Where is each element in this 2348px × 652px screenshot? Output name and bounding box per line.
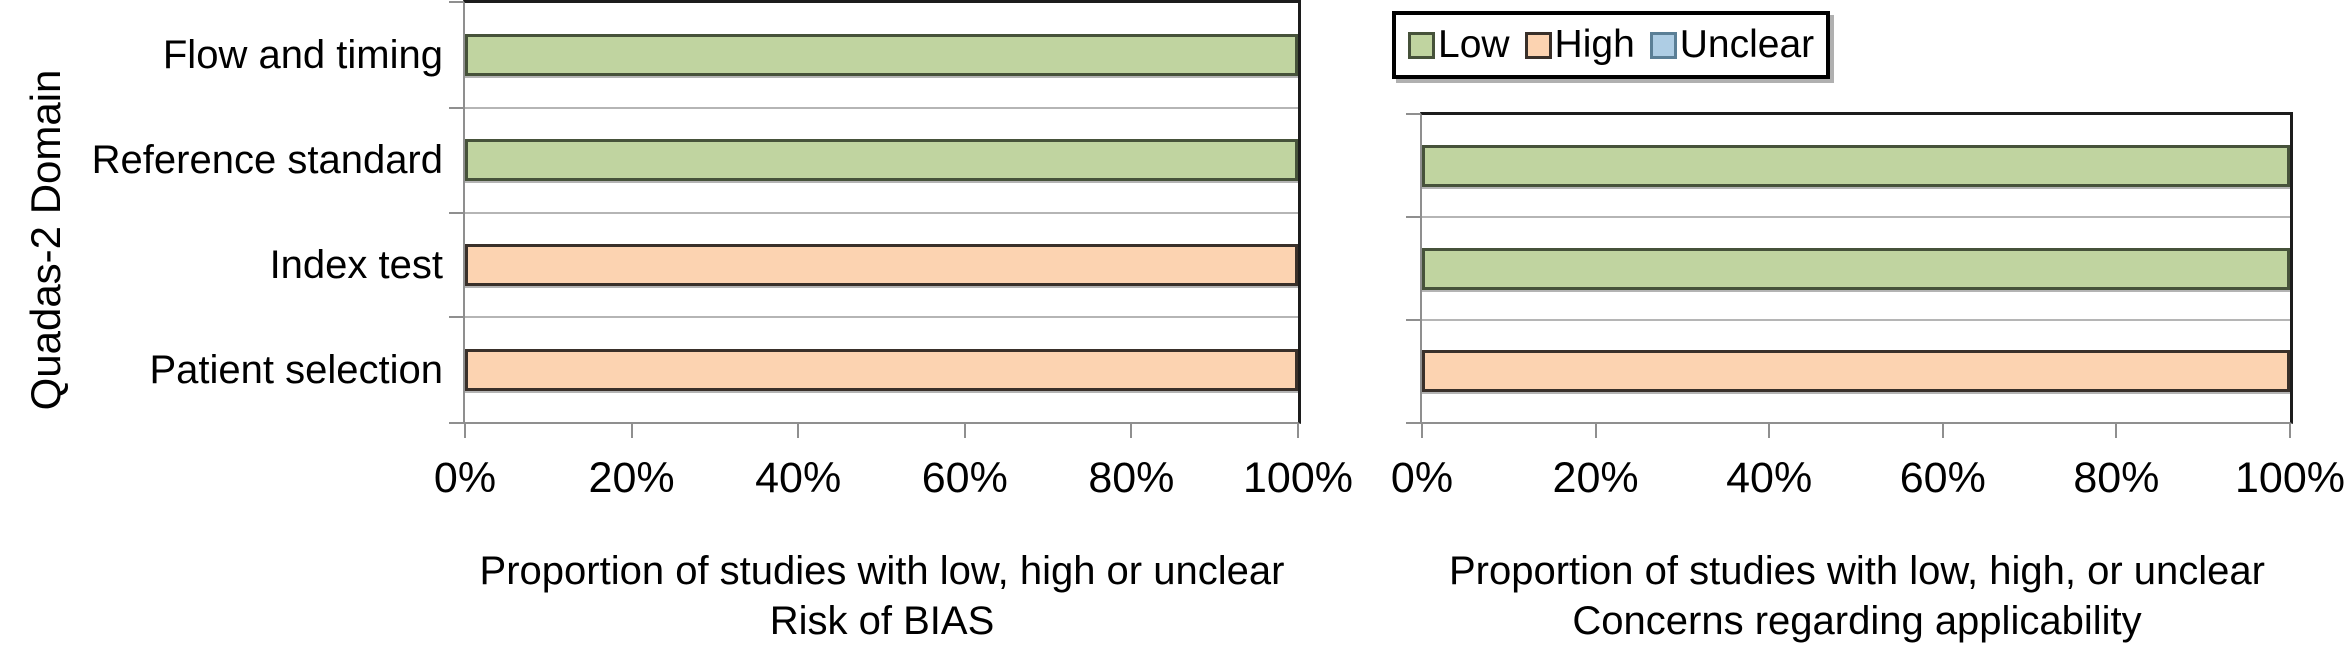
legend-swatch-low-icon [1408, 31, 1435, 59]
legend-label-low: Low [1438, 23, 1510, 66]
x-axis-tick [1768, 424, 1771, 438]
x-tick-label-20-: 20% [588, 454, 675, 502]
x-tick-label-0-: 0% [433, 454, 497, 502]
x-axis-tick [1941, 424, 1944, 438]
risk-of-bias-axis-caption: Proportion of studies with low, high or … [412, 546, 1352, 646]
y-axis-tick [449, 422, 463, 424]
x-axis-tick [2115, 424, 2118, 438]
x-tick-label-80-: 80% [1088, 454, 1175, 502]
x-tick-label-100-: 100% [1243, 454, 1353, 502]
risk-of-bias-plot [463, 0, 1301, 424]
y-axis-tick [449, 106, 463, 109]
bar-flow-and-timing-low [465, 34, 1298, 77]
bar-index-test-low [1422, 247, 2290, 290]
x-axis-tick [630, 424, 633, 438]
x-axis-tick [464, 424, 466, 438]
x-axis-tick [797, 424, 800, 438]
x-axis-tick [2289, 424, 2291, 438]
legend-item-unclear: Unclear [1649, 23, 1815, 66]
applicability-axis-caption: Proportion of studies with low, high, or… [1387, 546, 2327, 646]
x-axis-tick [1594, 424, 1597, 438]
category-label-flow-and-timing: Flow and timing [162, 33, 443, 78]
caption-line-1: Proportion of studies with low, high, or… [1449, 549, 2265, 593]
caption-line-2: Concerns regarding applicability [1572, 599, 2142, 643]
x-tick-label-0-: 0% [1390, 454, 1454, 502]
x-axis-tick [1297, 424, 1299, 438]
legend-label-unclear: Unclear [1679, 23, 1815, 66]
legend-item-high: High [1524, 23, 1635, 66]
category-boundary-gridline [1422, 318, 2290, 321]
legend-swatch-unclear-icon [1649, 31, 1677, 59]
category-boundary-gridline [465, 211, 1298, 214]
bar-reference-standard-low [1422, 145, 2290, 188]
x-tick-label-20-: 20% [1552, 454, 1639, 502]
y-axis-tick [1406, 422, 1420, 424]
y-axis-tick [449, 211, 463, 214]
y-axis-tick [1406, 113, 1420, 115]
category-boundary-gridline [465, 316, 1298, 319]
category-label-index-test: Index test [269, 242, 443, 287]
x-axis-tick [1421, 424, 1423, 438]
x-tick-label-100-: 100% [2235, 454, 2345, 502]
y-axis-tick [449, 1, 463, 3]
y-axis-tick [1406, 216, 1420, 219]
x-tick-label-80-: 80% [2073, 454, 2160, 502]
legend-item-low: Low [1408, 24, 1510, 66]
bar-patient-selection-high [465, 348, 1298, 391]
category-boundary-gridline [1422, 216, 2290, 219]
x-axis-tick [1130, 424, 1133, 438]
legend: Low High Unclear [1392, 11, 1831, 79]
y-axis-tick [449, 316, 463, 319]
category-label-patient-selection: Patient selection [149, 347, 443, 392]
bar-patient-selection-high [1422, 349, 2290, 392]
x-tick-label-40-: 40% [755, 454, 842, 502]
x-tick-label-60-: 60% [921, 454, 1008, 502]
legend-label-high: High [1554, 23, 1635, 66]
caption-line-1: Proportion of studies with low, high or … [479, 549, 1285, 593]
category-boundary-gridline [465, 106, 1298, 109]
y-axis-tick [1406, 318, 1420, 321]
applicability-plot [1420, 112, 2293, 424]
bar-index-test-high [465, 243, 1298, 286]
x-axis-tick [963, 424, 966, 438]
category-label-reference-standard: Reference standard [91, 138, 443, 183]
bar-reference-standard-low [465, 139, 1298, 182]
legend-swatch-high-icon [1524, 31, 1552, 59]
x-tick-label-60-: 60% [1899, 454, 1986, 502]
x-tick-label-40-: 40% [1726, 454, 1813, 502]
caption-line-2: Risk of BIAS [769, 599, 995, 643]
